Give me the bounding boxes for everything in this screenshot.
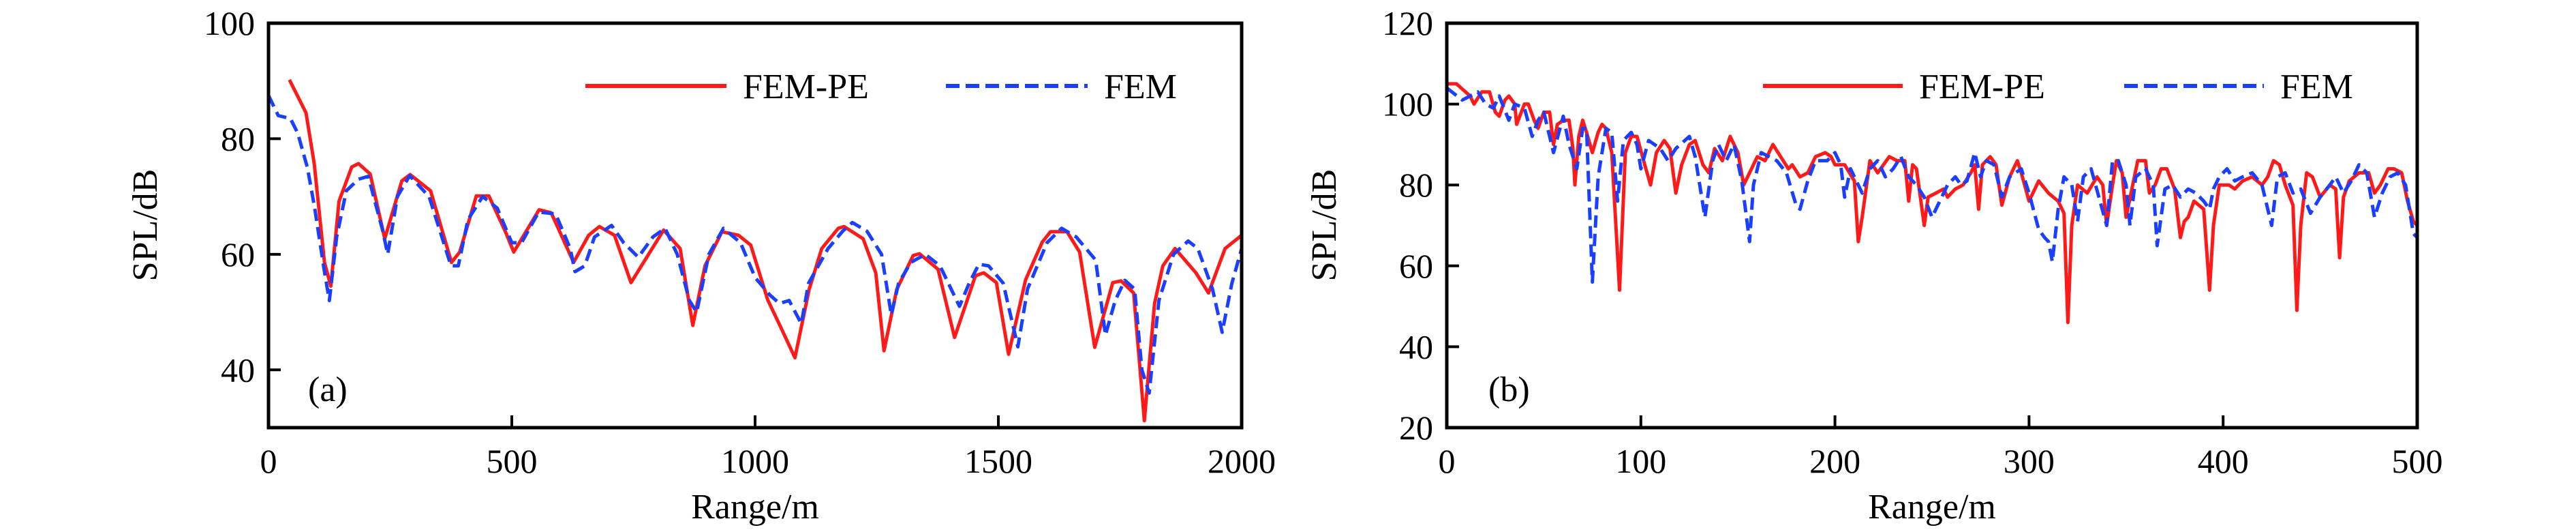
x-tick-label: 500 [487,442,538,480]
legend-label-fem-pe: FEM-PE [1919,68,2045,106]
series-line-fem-pe [1447,82,2419,325]
x-tick-label: 1000 [721,442,789,480]
x-tick-label: 400 [2198,442,2249,480]
legend-label-fem: FEM [2280,68,2353,106]
y-tick-label: 80 [221,119,255,158]
plot-frame [1445,21,2419,430]
x-tick-label: 500 [2392,442,2443,480]
legend-label-fem: FEM [1104,68,1177,106]
x-tick-label: 0 [260,442,277,480]
y-tick-label: 40 [221,351,255,389]
x-tick-label: 2000 [1208,442,1276,480]
y-axis-label: SPL/dB [1305,169,1344,282]
x-tick-label: 100 [1615,442,1666,480]
y-tick-label: 120 [1382,4,1433,42]
x-tick-label: 0 [1439,442,1456,480]
x-tick-label: 300 [2004,442,2055,480]
panel-b: 0 100 200 300 400 500 20 40 60 80 100 120 Range/m SPL… [1305,4,2443,527]
series-line-fem-pe [288,78,1243,423]
x-tick-label: 1500 [964,442,1032,480]
panel-tag: (a) [308,370,348,409]
y-tick-label: 80 [1399,166,1433,204]
x-tick-label: 200 [1809,442,1860,480]
y-tick-label: 40 [1399,327,1433,366]
series-line-fem [266,94,1244,395]
y-axis-label: SPL/dB [126,169,165,282]
x-axis-label: Range/m [1868,488,1996,527]
y-tick-label: 100 [204,4,255,42]
x-axis-label: Range/m [691,488,819,527]
series-line-fem [1445,86,2419,284]
legend-label-fem-pe: FEM-PE [743,68,869,106]
y-tick-label: 100 [1382,85,1433,123]
panel-a: 0 500 1000 1500 2000 40 60 80 100 Range/m SPL/dB (a… [126,4,1276,527]
panel-tag: (b) [1488,370,1530,409]
y-tick-label: 60 [221,235,255,274]
y-tick-label: 20 [1399,409,1433,447]
y-tick-label: 60 [1399,247,1433,285]
